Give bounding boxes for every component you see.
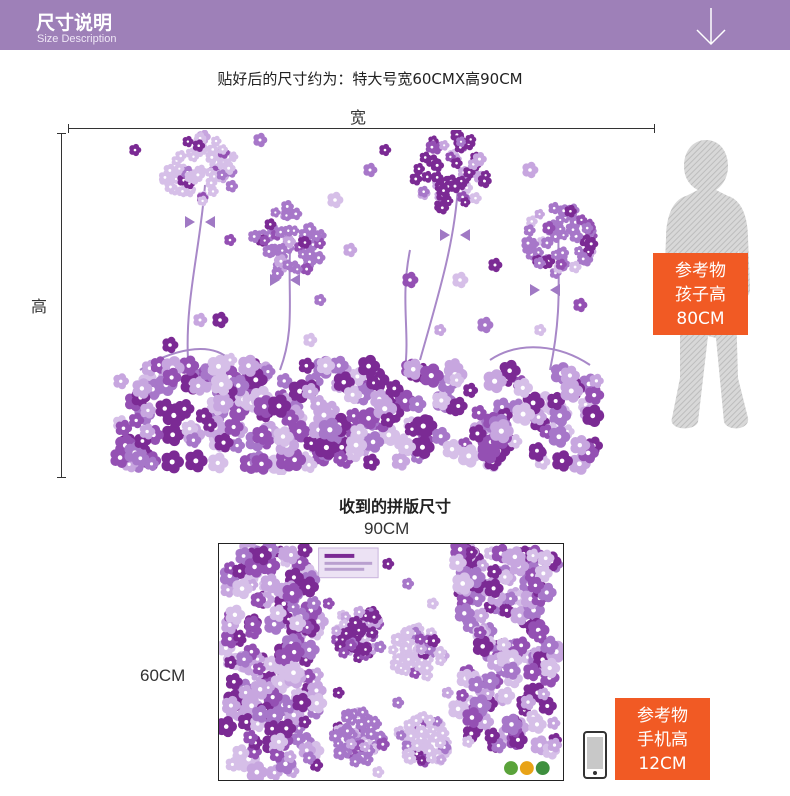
size-headline: 贴好后的尺寸约为：特大号宽60CMX高90CM bbox=[217, 70, 523, 88]
reference-phone-badge: 参考物 手机高 12CM bbox=[615, 698, 710, 780]
phone-icon bbox=[583, 731, 607, 779]
reference-child-line3: 80CM bbox=[676, 309, 725, 329]
reference-phone-line1: 参考物 bbox=[637, 706, 688, 726]
sheet-height-label: 60CM bbox=[140, 666, 186, 685]
sticker-sheet-image bbox=[218, 543, 564, 781]
width-dimension-tick-right bbox=[654, 124, 655, 133]
reference-phone-line2: 手机高 bbox=[637, 730, 688, 750]
header-title: 尺寸说明 bbox=[36, 12, 113, 34]
reference-child-line2: 孩子高 bbox=[675, 285, 726, 305]
height-label: 高 bbox=[31, 297, 48, 316]
sheet-width-label: 90CM bbox=[364, 519, 410, 538]
width-label: 宽 bbox=[350, 108, 367, 127]
reference-child-badge: 参考物 孩子高 80CM bbox=[653, 253, 748, 335]
received-title: 收到的拼版尺寸 bbox=[338, 497, 451, 516]
header-subtitle: Size Description bbox=[37, 33, 117, 45]
height-dimension-tick-bottom bbox=[57, 477, 66, 478]
down-arrow-icon bbox=[696, 8, 726, 46]
reference-child-line1: 参考物 bbox=[675, 261, 726, 281]
flower-wall-decal-image bbox=[110, 130, 605, 475]
width-dimension-tick-left bbox=[68, 124, 69, 133]
height-dimension-tick-top bbox=[57, 133, 66, 134]
width-dimension-line bbox=[68, 128, 655, 129]
reference-phone-line3: 12CM bbox=[638, 754, 687, 774]
header-bar: 尺寸说明 Size Description bbox=[0, 0, 790, 50]
height-dimension-line bbox=[61, 133, 62, 478]
